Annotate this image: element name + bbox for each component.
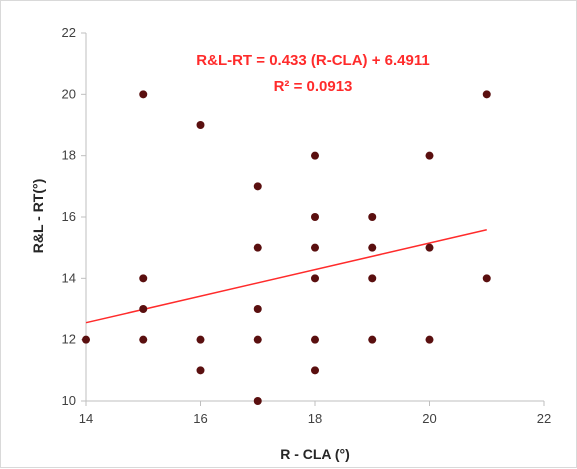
data-point (368, 274, 377, 283)
y-tick-label: 18 (62, 148, 76, 163)
y-tick-label: 10 (62, 393, 76, 408)
data-point (196, 121, 205, 129)
data-point (311, 151, 319, 160)
data-point (311, 366, 319, 375)
data-point (425, 335, 434, 344)
x-tick-label: 18 (308, 411, 322, 426)
data-point (311, 243, 319, 252)
x-tick-label: 14 (79, 411, 93, 426)
data-point (482, 274, 491, 283)
x-axis-title: R - CLA (°) (280, 446, 350, 462)
data-point (368, 243, 377, 252)
data-point (196, 335, 205, 344)
trendline (85, 229, 487, 324)
data-point (311, 213, 319, 221)
data-point (368, 335, 377, 344)
trend-equation: R&L-RT = 0.433 (R-CLA) + 6.4911 (196, 52, 429, 69)
data-point (311, 335, 319, 344)
y-tick-label: 16 (62, 209, 76, 224)
x-tick-group: 14 16 18 20 22 (79, 401, 551, 426)
data-point (253, 305, 262, 313)
y-tick-group: 10 12 14 16 18 20 22 (62, 25, 86, 408)
data-point (139, 274, 148, 283)
data-point (253, 182, 262, 191)
x-tick-label: 16 (193, 411, 207, 426)
data-point (82, 335, 90, 344)
data-points (82, 90, 491, 405)
data-point (139, 305, 148, 313)
data-point (425, 243, 434, 252)
y-tick-label: 20 (62, 86, 76, 101)
data-point (253, 335, 262, 344)
y-tick-label: 12 (62, 332, 76, 347)
data-point (196, 366, 205, 375)
x-tick-label: 22 (537, 411, 551, 426)
data-point (253, 243, 262, 252)
y-tick-label: 14 (62, 270, 76, 285)
y-tick-label: 22 (62, 25, 76, 40)
r-squared-label: R² = 0.0913 (274, 78, 353, 95)
data-point (139, 90, 148, 99)
data-point (139, 335, 148, 344)
data-point (425, 151, 434, 160)
data-point (253, 397, 262, 405)
y-axis-title: R&L - RT(°) (30, 179, 46, 254)
data-point (311, 274, 319, 283)
x-tick-label: 20 (422, 411, 436, 426)
data-point (368, 213, 377, 221)
data-point (482, 90, 491, 99)
